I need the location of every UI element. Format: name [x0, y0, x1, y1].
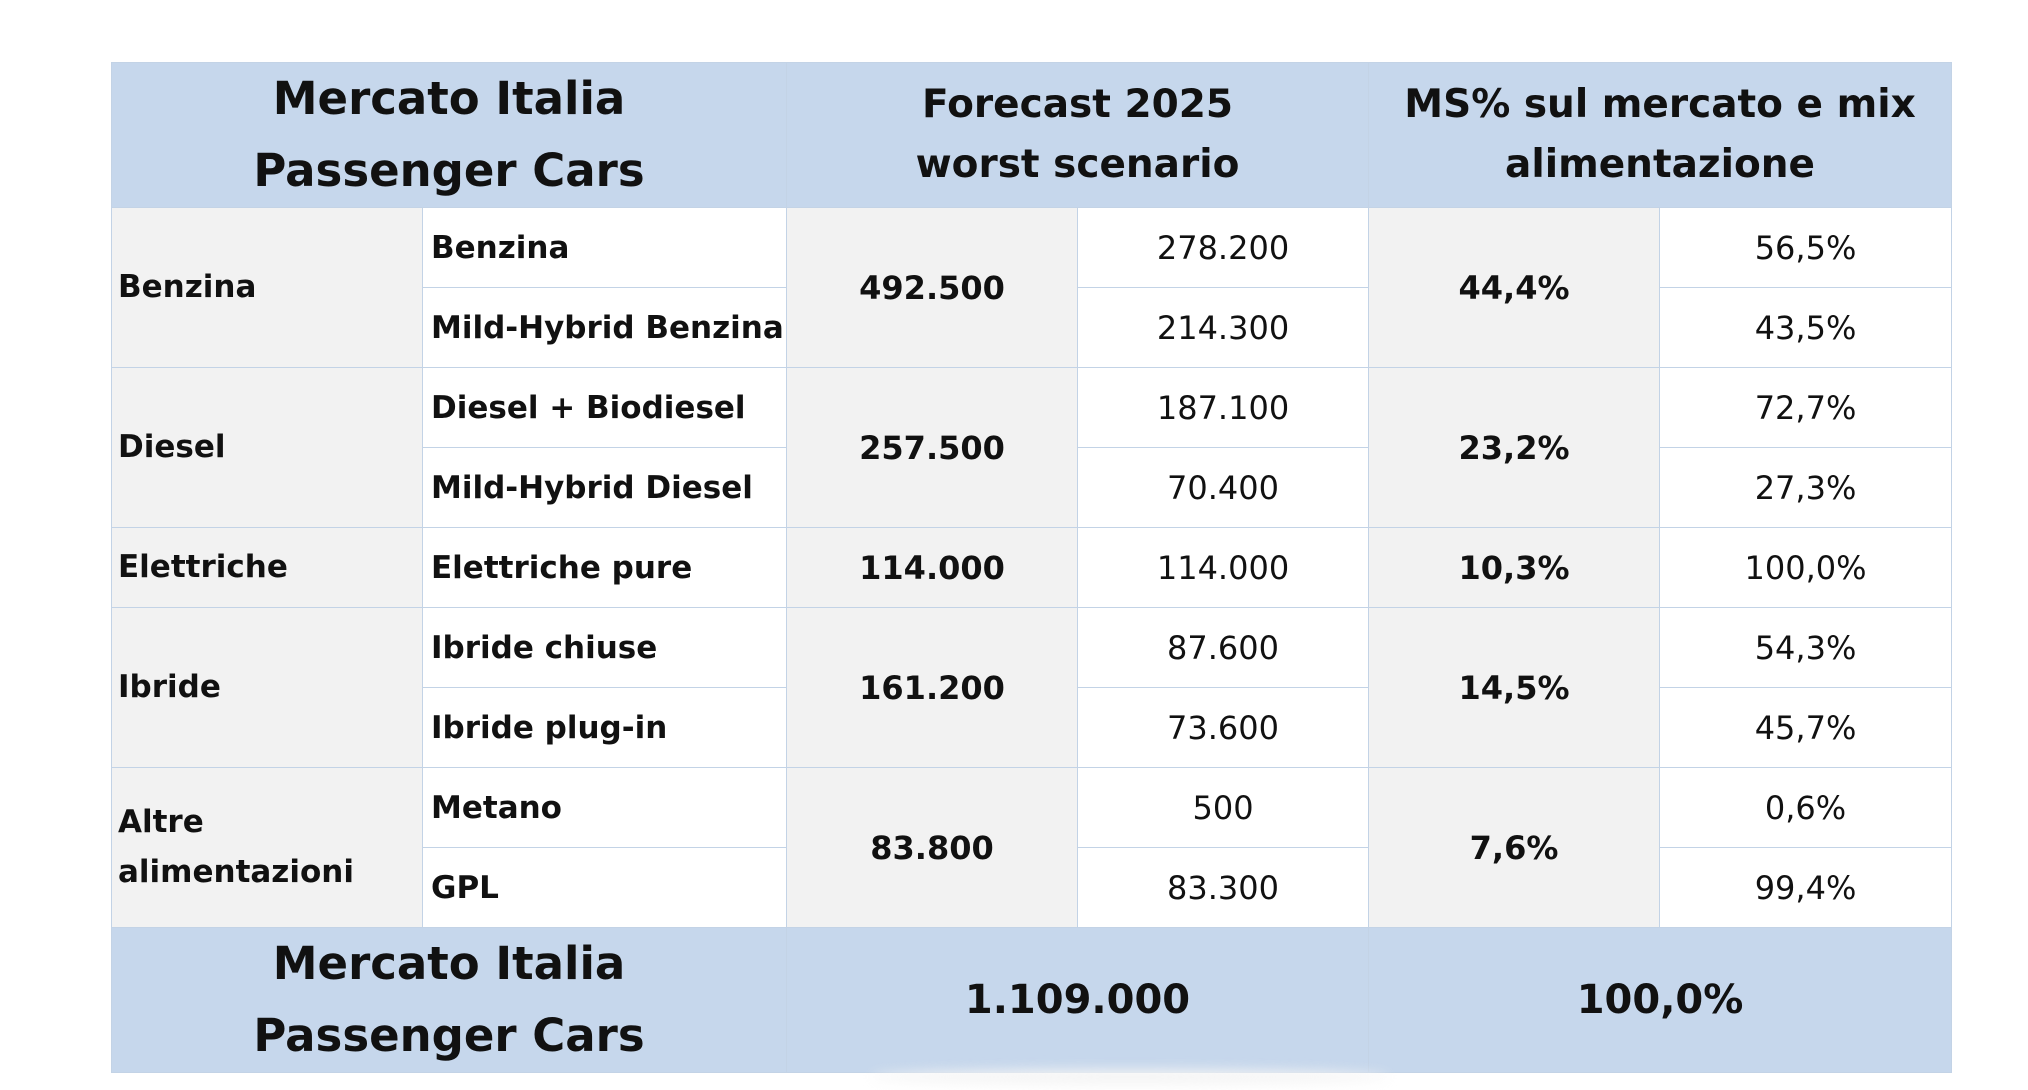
mix-cell: 0,6% [1659, 767, 1953, 848]
volume-cell: 214.300 [1077, 287, 1370, 368]
volume-cell: 500 [1077, 767, 1370, 848]
category-label: Ibride [118, 668, 221, 705]
subcategory-label: Mild-Hybrid Diesel [421, 447, 788, 528]
volume-cell: 87.600 [1077, 607, 1370, 688]
table-row: Benzina Benzina 492.500 278.200 44,4% 56,5% [111, 207, 1953, 368]
table-row: Elettriche Elettriche pure 114.000 114.000 1… [111, 527, 1953, 608]
table-row: Mild-Hybrid Diesel 70.400 27,3% [112, 447, 1953, 528]
group-share-cell: 7,6% [1368, 767, 1661, 928]
mix-cell: 27,3% [1659, 447, 1953, 528]
category-cell: Diesel [111, 367, 423, 528]
subcategory-label: Ibride plug-in [421, 687, 788, 768]
subcategory-label: Elettriche pure [421, 527, 788, 608]
table-row: GPL 83.300 99,4% [112, 847, 1953, 928]
table-row: Ibride plug-in 73.600 45,7% [112, 687, 1953, 768]
volume-cell: 73.600 [1077, 687, 1370, 768]
category-label: alimentazioni [118, 853, 354, 890]
header-ms-line1: MS% sul mercato e mix [1404, 81, 1916, 127]
footer-total-cell: 1.109.000 [786, 927, 1370, 1073]
header-ms-cell: MS% sul mercato e mix alimentazione [1368, 62, 1953, 208]
mix-cell: 45,7% [1659, 687, 1953, 768]
volume-cell: 114.000 [1077, 527, 1370, 608]
table-row: Altre alimentazioni Metano 83.800 500 7,6% 0,6… [111, 767, 1953, 928]
category-label: Altre [118, 803, 204, 840]
mix-cell: 54,3% [1659, 607, 1953, 688]
subcategory-label: Ibride chiuse [421, 607, 788, 688]
footer-row: Mercato Italia Passenger Cars 1.109.000 100… [110, 927, 1953, 1073]
footer-title-line1: Mercato Italia [272, 937, 626, 990]
group-total-cell: 83.800 [786, 767, 1079, 928]
mix-cell: 100,0% [1659, 527, 1953, 608]
header-ms-line2: alimentazione [1505, 142, 1815, 187]
group-share-cell: 23,2% [1368, 367, 1661, 528]
category-cell: Elettriche [111, 527, 423, 608]
category-label: Elettriche [118, 548, 288, 585]
footer-title-line2: Passenger Cars [253, 1009, 645, 1062]
group-total-cell: 161.200 [786, 607, 1079, 768]
category-cell: Altre alimentazioni [111, 767, 423, 928]
header-forecast-line1: Forecast 2025 [922, 81, 1233, 127]
header-title-cell: Mercato Italia Passenger Cars [110, 62, 788, 208]
category-cell: Ibride [111, 607, 423, 768]
table-row: Diesel Diesel + Biodiesel 257.500 187.100 23… [111, 367, 1953, 528]
subcategory-label: Mild-Hybrid Benzina [421, 287, 788, 368]
subcategory-label: Benzina [421, 207, 788, 288]
category-label: Diesel [118, 428, 226, 465]
mix-cell: 72,7% [1659, 367, 1953, 448]
table-row: Ibride Ibride chiuse 161.200 87.600 14,5% 54,… [111, 607, 1953, 768]
table-row: Mild-Hybrid Benzina 214.300 43,5% [112, 287, 1953, 368]
volume-cell: 278.200 [1077, 207, 1370, 288]
group-total-cell: 492.500 [786, 207, 1079, 368]
group-total-cell: 114.000 [786, 527, 1079, 608]
group-share-cell: 44,4% [1368, 207, 1661, 368]
group-share-cell: 10,3% [1368, 527, 1661, 608]
footer-title-cell: Mercato Italia Passenger Cars [110, 927, 788, 1073]
subcategory-label: Metano [421, 767, 788, 848]
volume-cell: 70.400 [1077, 447, 1370, 528]
mix-cell: 99,4% [1659, 847, 1953, 928]
group-share-cell: 14,5% [1368, 607, 1661, 768]
table-shadow [870, 1070, 1390, 1084]
header-row: Mercato Italia Passenger Cars Forecast 2… [110, 62, 1953, 208]
category-label: Benzina [118, 268, 257, 305]
header-forecast-line2: worst scenario [915, 142, 1240, 187]
header-title-line1: Mercato Italia [272, 72, 626, 125]
market-forecast-table: Mercato Italia Passenger Cars Forecast 2… [110, 62, 1953, 1073]
header-forecast-cell: Forecast 2025 worst scenario [786, 62, 1370, 208]
subcategory-label: Diesel + Biodiesel [421, 367, 788, 448]
subcategory-label: GPL [421, 847, 788, 928]
volume-cell: 83.300 [1077, 847, 1370, 928]
category-cell: Benzina [111, 207, 423, 368]
header-title-line2: Passenger Cars [253, 144, 645, 197]
group-total-cell: 257.500 [786, 367, 1079, 528]
footer-share-cell: 100,0% [1368, 927, 1953, 1073]
mix-cell: 56,5% [1659, 207, 1953, 288]
mix-cell: 43,5% [1659, 287, 1953, 368]
volume-cell: 187.100 [1077, 367, 1370, 448]
